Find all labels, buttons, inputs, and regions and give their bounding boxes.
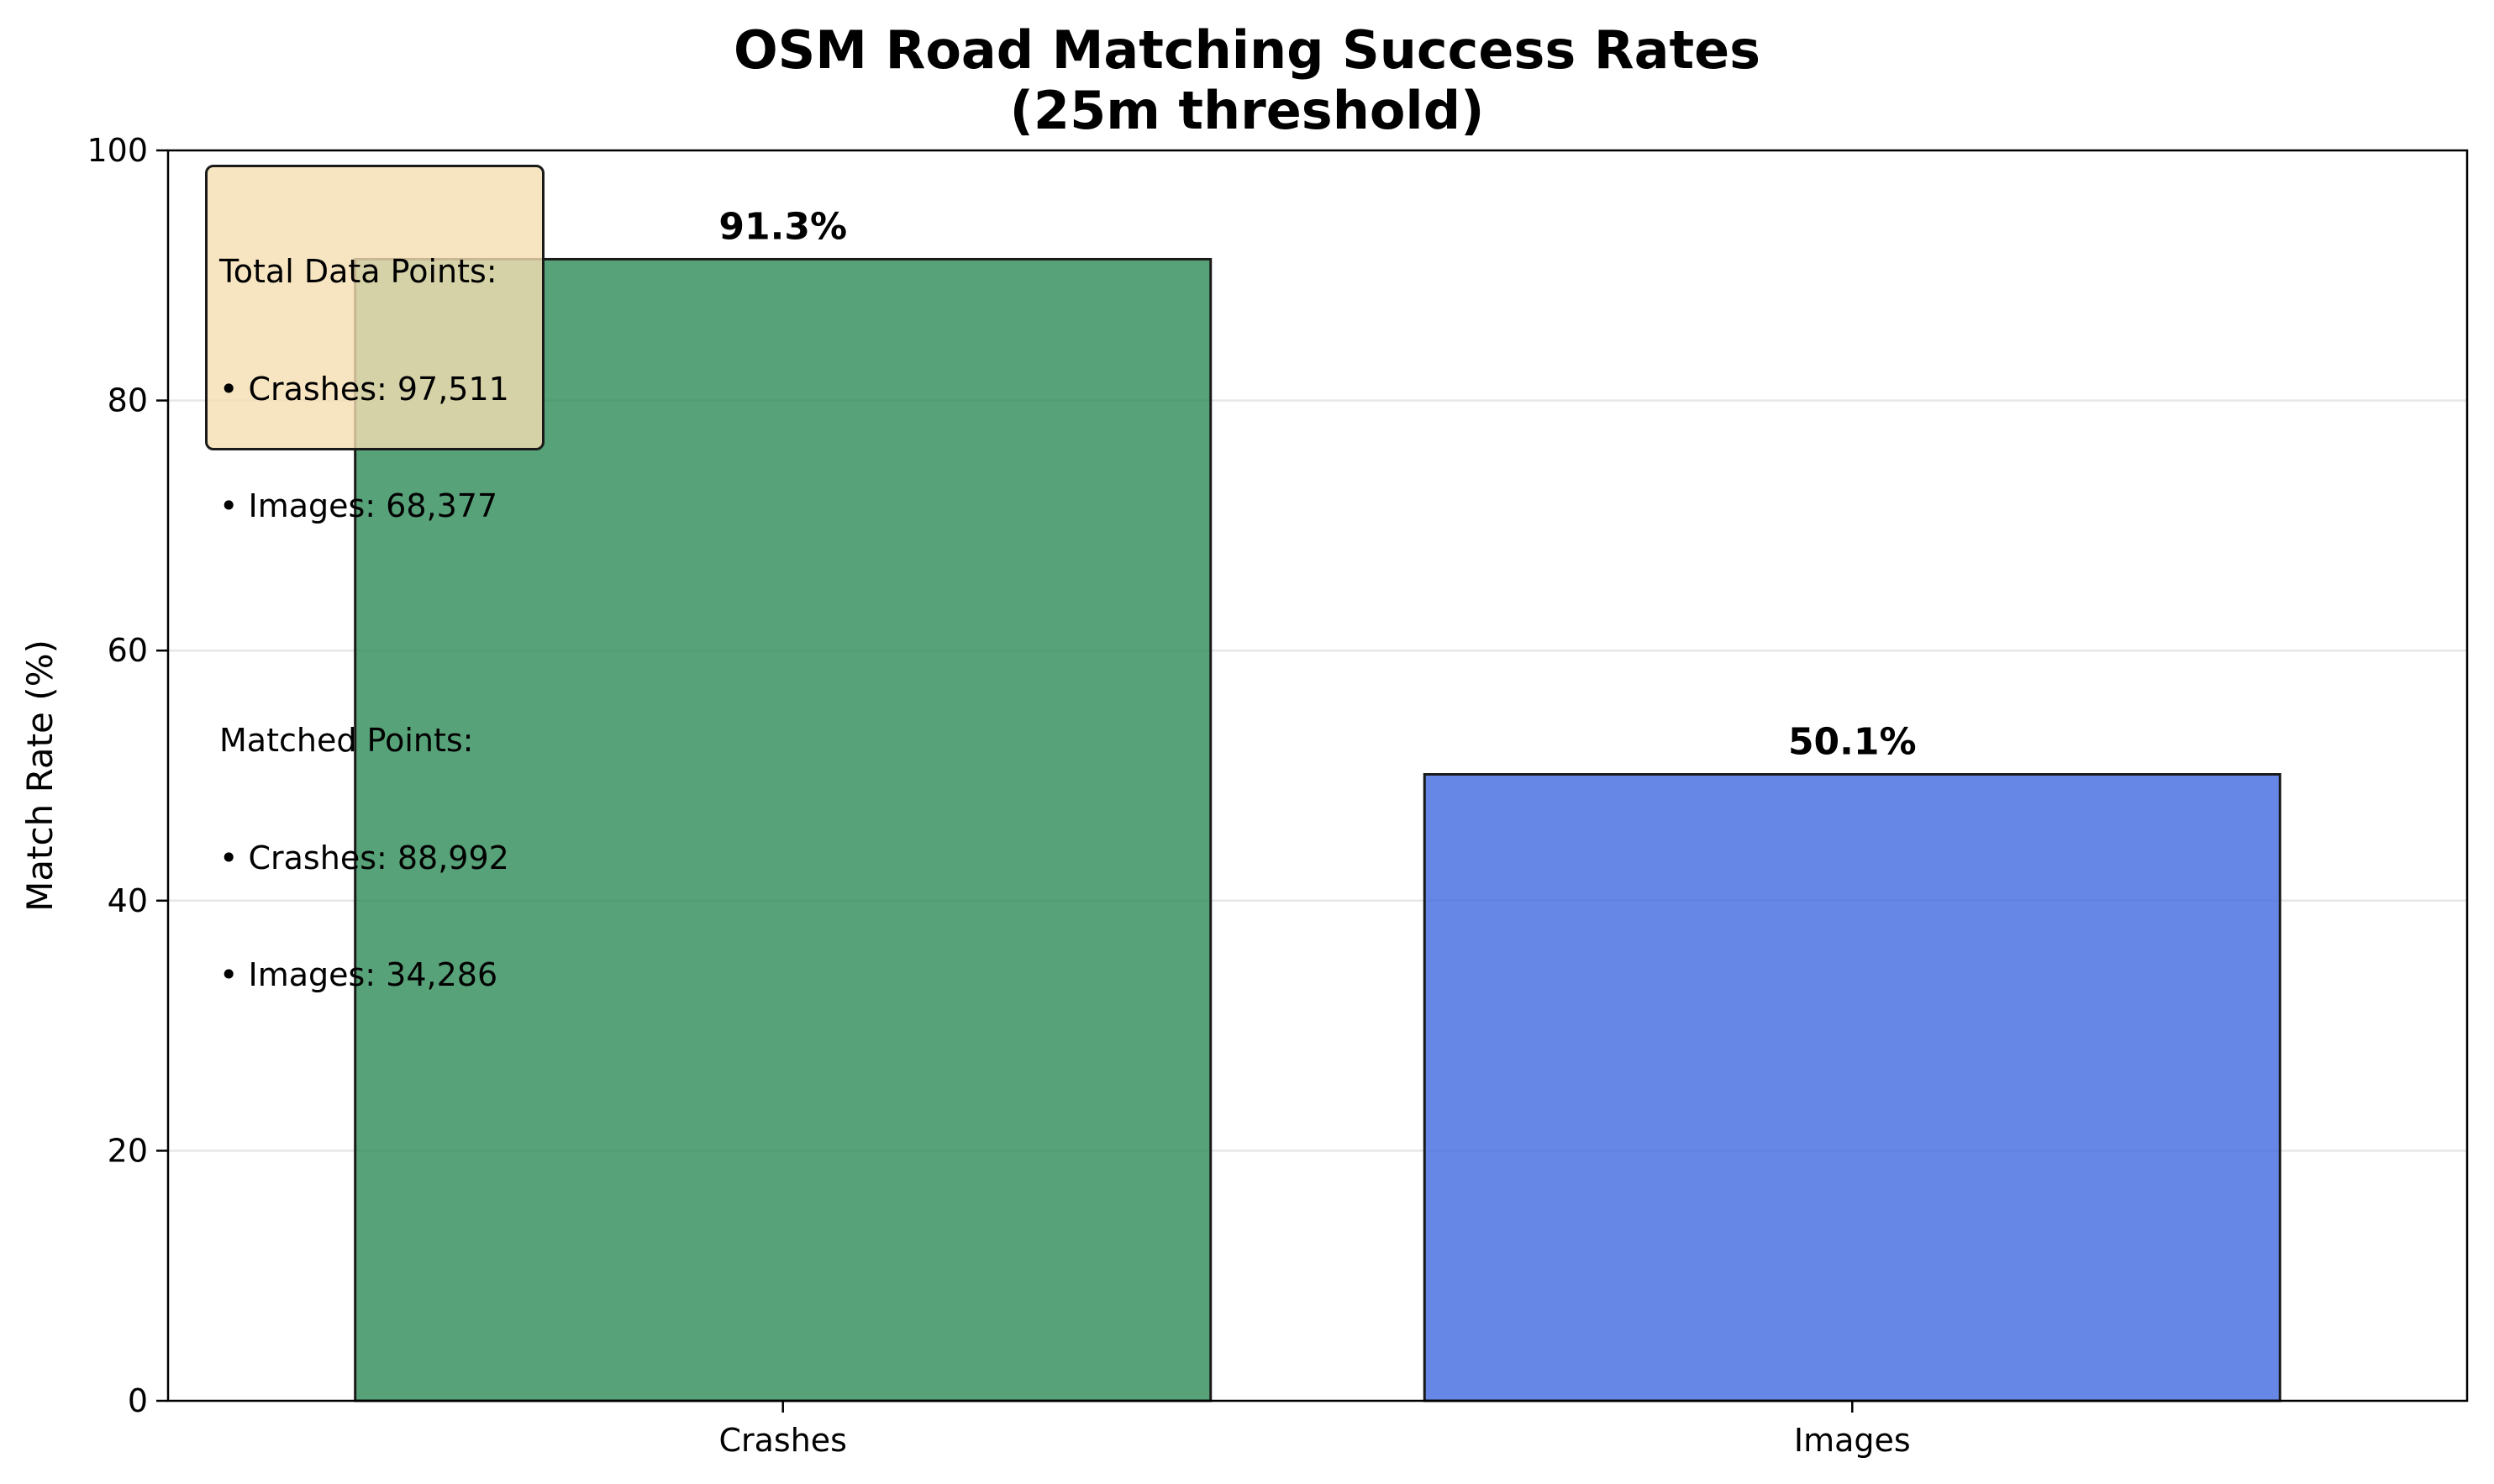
bar-images [1423,773,2281,1402]
annotation-spacer [219,604,542,644]
annotation-heading-total: Total Data Points: [219,253,497,290]
x-tick-label-crashes: Crashes [718,1422,847,1459]
annotation-total-crashes: • Crashes: 97,511 [219,370,509,408]
annotation-matched-crashes: • Crashes: 88,992 [219,839,509,876]
plot-frame [166,149,2469,1402]
y-tick-label-60: 60 [108,632,148,669]
annotation-heading-matched: Matched Points: [219,722,474,759]
data-summary-box: Total Data Points: • Crashes: 97,511 • I… [205,165,545,993]
annotation-matched-images: • Images: 34,286 [219,956,498,993]
axes-layer: 0 20 40 60 80 100 Crashes Images Match Rate (%) [19,132,2469,1459]
chart-title: OSM Road Matching Success Rates [733,19,1761,81]
y-tick-label-80: 80 [108,382,148,419]
y-axis-label: Match Rate (%) [19,639,61,912]
labels-layer: 91.3% 50.1% [718,205,1916,763]
bar-value-label-images: 50.1% [1788,721,1917,764]
bars-layer [354,257,2281,1402]
bar-value-label-crashes: 91.3% [718,205,847,248]
y-tick-label-0: 0 [128,1382,148,1419]
annotation-total-images: • Images: 68,377 [219,487,498,524]
y-tick-label-40: 40 [108,882,148,919]
y-tick-label-100: 100 [87,132,148,169]
x-tick-label-images: Images [1794,1422,1911,1459]
y-tick-label-20: 20 [108,1132,148,1169]
chart-subtitle: (25m threshold) [1009,80,1485,141]
